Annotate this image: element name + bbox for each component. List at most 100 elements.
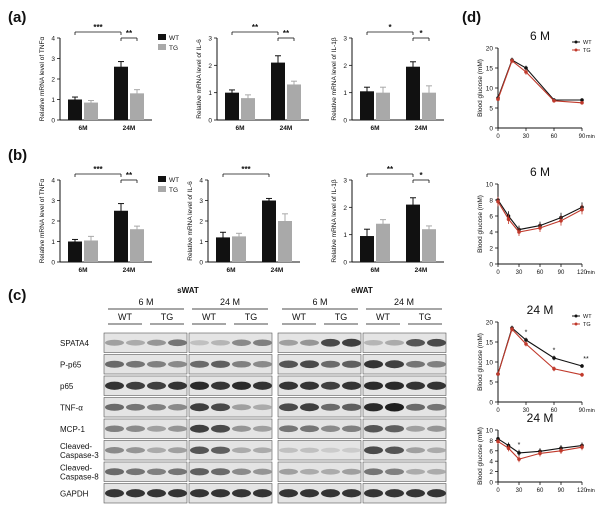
significance-label: ** [387,165,394,174]
bar [114,66,128,120]
bar [130,229,144,262]
significance-label: * [419,29,423,38]
blot-band [147,447,166,454]
blot-band [126,489,145,498]
bar [84,240,98,262]
data-point [517,457,521,461]
legend-label: TG [583,48,591,54]
blot-band [364,340,383,346]
genotype-label: WT [118,312,132,322]
bar [216,237,230,262]
protein-label: GAPDH [60,489,89,498]
bar [360,91,374,120]
blot-band [279,360,298,368]
x-tick-label: 60 [537,270,544,276]
bar [287,84,301,120]
data-point [580,364,584,368]
blot-band [211,340,230,346]
y-tick-label: 2 [51,77,55,84]
blot-band [190,403,209,412]
significance-label: ** [252,23,259,32]
data-point [496,439,500,444]
blot-band [406,468,425,475]
protein-label: SPATA4 [60,339,89,348]
y-tick-label: 1 [51,97,55,104]
y-tick-label: 3 [51,198,55,205]
protein-label: P-p65 [60,360,82,369]
blot-band [232,489,251,498]
data-point [506,446,511,451]
legend-label: WT [583,40,592,46]
bar [225,92,239,120]
blot-band [279,468,298,475]
blot-band [279,403,298,412]
panel-letter-b: (b) [8,147,27,164]
protein-label: Cleaved- [60,442,92,451]
y-tick-label: 1 [343,90,347,97]
y-tick-label: 1 [343,232,347,239]
x-tick-label: 6M [226,267,235,274]
y-tick-label: 3 [343,36,347,43]
blot-band [300,489,319,498]
y-axis-label: Relative mRNA level of IL-1β [331,179,338,262]
bar [422,92,436,120]
blot-band [321,403,340,411]
x-tick-label: 0 [496,408,500,414]
y-tick-label: 1 [51,239,55,246]
legend-marker [574,322,578,326]
tissue-label: sWAT [177,286,199,295]
data-point [559,219,563,223]
protein-label: Cleaved- [60,463,92,472]
data-point [552,367,556,371]
blot-band [385,425,404,433]
x-tick-label: 60 [551,408,558,414]
blot-band [427,338,446,347]
blot-band [342,381,361,390]
significance-label: ** [126,29,133,38]
blot-band [147,360,166,368]
blot-band [364,425,383,433]
x-tick-label: 6M [78,125,87,132]
data-point [580,207,584,212]
x-axis-label: min [586,134,595,140]
y-tick-label: 4 [51,36,55,43]
blot-band [385,489,404,498]
significance-label: ** [583,356,589,363]
y-tick-label: 4 [489,459,493,466]
data-point [580,445,584,449]
y-tick-label: 4 [51,178,55,185]
x-tick-label: 120 [577,488,588,494]
significance-label: * [419,171,423,180]
blot-band [232,381,251,390]
x-tick-label: 24M [415,267,428,274]
y-tick-label: 8 [489,438,493,445]
y-axis-label: Blood glucose (mM) [477,333,484,391]
blot-band [300,360,319,369]
blot-band [126,360,145,368]
legend-swatch [158,34,166,40]
y-tick-label: 5 [489,106,493,113]
blot-band [321,489,340,498]
panel-letter-a: (a) [8,9,26,26]
blot-band [253,361,272,368]
blot-band [300,468,319,475]
blot-band [427,425,446,432]
y-tick-label: 0 [489,126,493,133]
legend-swatch [158,186,166,192]
data-point [496,97,500,101]
blot-band [126,468,145,476]
significance-label: ** [126,171,133,180]
blot-band [385,360,404,369]
blot-band [364,403,383,412]
y-tick-label: 6 [489,448,493,455]
y-tick-label: 3 [199,198,203,205]
data-point [524,338,528,342]
blot-band [300,339,319,346]
blot-band [342,489,361,498]
tissue-label: eWAT [351,286,373,295]
blot-band [364,489,383,498]
blot-band [211,360,230,368]
bar [406,204,420,262]
blot-band [427,447,446,454]
